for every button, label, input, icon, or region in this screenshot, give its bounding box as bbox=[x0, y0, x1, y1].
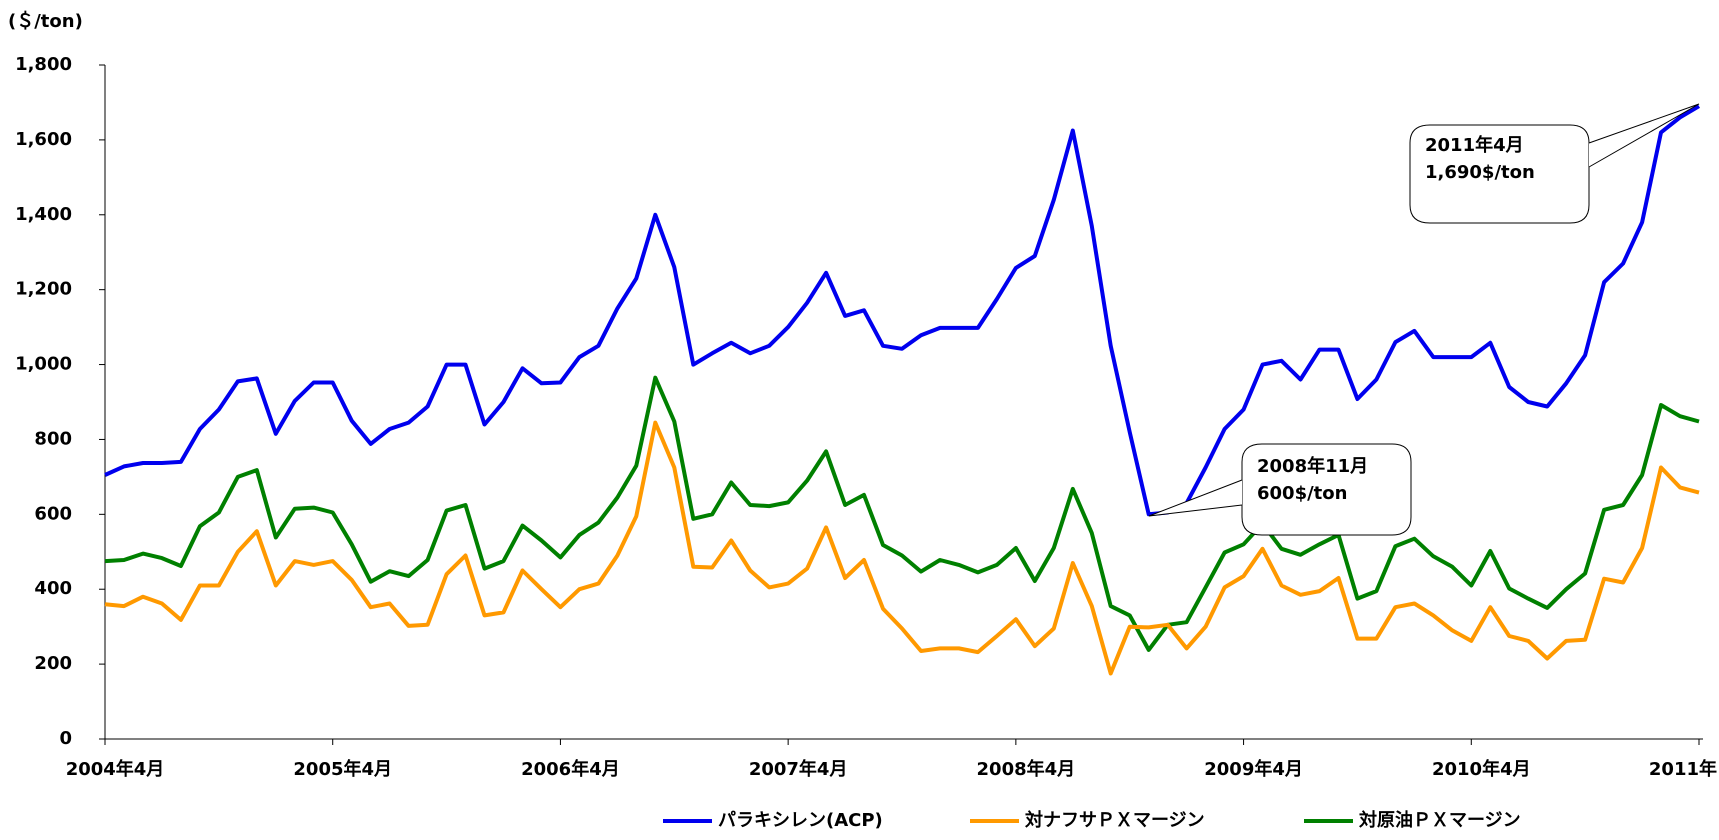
series-line bbox=[104, 375, 1700, 652]
annotation: 600$/ton bbox=[1257, 483, 1347, 504]
annotation: 1,690$/ton bbox=[1425, 162, 1535, 183]
legend-label: 対原油ＰＸマージン bbox=[1358, 809, 1521, 831]
series-line bbox=[104, 420, 1700, 676]
y-tick-label: 1,600 bbox=[15, 129, 72, 150]
x-tick-label: 2008年4月 bbox=[977, 758, 1076, 780]
x-tick-label: 2009年4月 bbox=[1204, 758, 1303, 780]
y-tick-label: 800 bbox=[34, 428, 72, 449]
y-tick-label: 600 bbox=[34, 503, 72, 524]
callout-pointer bbox=[1588, 103, 1700, 168]
y-tick-label: 1,800 bbox=[15, 54, 72, 75]
y-tick-label: 1,200 bbox=[15, 279, 72, 300]
y-tick-label: 1,000 bbox=[15, 354, 72, 375]
y-tick-label: 200 bbox=[34, 653, 72, 674]
legend-label: 対ナフサＰＸマージン bbox=[1024, 809, 1205, 831]
y-unit-label: (＄/ton) bbox=[8, 10, 83, 32]
y-tick-label: 1,400 bbox=[15, 204, 72, 225]
y-tick-label: 0 bbox=[59, 728, 72, 749]
series-line bbox=[104, 104, 1701, 517]
callout-box bbox=[1409, 124, 1590, 224]
y-tick-label: 400 bbox=[34, 578, 72, 599]
annotation: 2011年4月 bbox=[1425, 134, 1524, 156]
x-tick-label: 2011年 bbox=[1649, 758, 1717, 780]
callout-box bbox=[1241, 443, 1412, 536]
x-tick-label: 2005年4月 bbox=[293, 758, 392, 780]
x-tick-label: 2004年4月 bbox=[66, 758, 165, 780]
x-tick-label: 2007年4月 bbox=[749, 758, 848, 780]
legend-label: パラキシレン(ACP) bbox=[718, 810, 883, 831]
x-tick-label: 2010年4月 bbox=[1432, 758, 1531, 780]
x-tick-label: 2006年4月 bbox=[521, 758, 620, 780]
callout-pointer bbox=[1148, 479, 1243, 517]
annotation: 2008年11月 bbox=[1257, 455, 1368, 477]
